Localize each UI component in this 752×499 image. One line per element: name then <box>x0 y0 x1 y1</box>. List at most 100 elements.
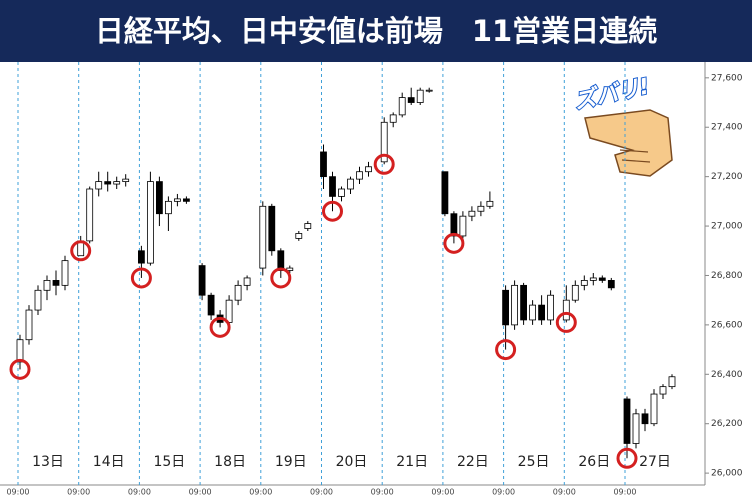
candle-body <box>450 213 458 237</box>
y-tick-label: 27,600 <box>711 73 743 83</box>
candle-body <box>286 267 294 271</box>
low-highlight <box>322 200 343 222</box>
candle-body <box>441 171 449 215</box>
candle-body <box>268 205 276 252</box>
candle-body <box>52 280 60 286</box>
low-highlight <box>130 267 152 289</box>
low-highlight <box>270 267 292 289</box>
candle-body <box>338 188 345 197</box>
candle-body <box>607 280 615 289</box>
low-highlight <box>209 316 231 338</box>
candle-body <box>113 181 121 185</box>
candle-body <box>659 386 667 395</box>
candle-body <box>207 294 215 316</box>
candle-body <box>122 178 130 182</box>
x-tick-label: 09:00 <box>310 488 333 497</box>
x-tick-label: 09:00 <box>249 488 272 497</box>
candle-body <box>155 181 163 215</box>
candle-body <box>16 339 24 363</box>
day-label: 26日 <box>578 454 610 470</box>
candle-body <box>459 215 467 237</box>
candle-body <box>34 289 42 311</box>
candle-body <box>86 188 94 242</box>
candle-body <box>243 277 251 286</box>
candle-body <box>234 284 242 301</box>
candle-body <box>137 250 145 264</box>
candle-body <box>347 178 354 190</box>
candle-body <box>407 97 415 103</box>
day-label: 13日 <box>32 454 64 470</box>
candle-body <box>164 200 172 215</box>
candle-body <box>538 304 545 321</box>
candle-body <box>304 223 312 229</box>
low-highlight <box>373 153 395 175</box>
day-label: 19日 <box>275 454 307 470</box>
day-label: 20日 <box>336 454 368 470</box>
candle-body <box>398 97 406 116</box>
candle-body <box>277 250 285 271</box>
candle-body <box>295 233 303 239</box>
day-label: 27日 <box>639 454 671 470</box>
candle-body <box>61 260 69 286</box>
candle-body <box>632 413 640 444</box>
x-tick-label: 09:00 <box>431 488 454 497</box>
day-label: 22日 <box>457 454 489 470</box>
candle-body <box>668 376 676 388</box>
badge-text: ズバリ! <box>572 73 652 114</box>
y-tick-label: 27,000 <box>711 222 743 232</box>
candle-body <box>529 304 536 321</box>
candle-body <box>520 284 527 321</box>
y-tick-label: 27,400 <box>711 123 743 133</box>
candle-body <box>356 171 363 180</box>
candle-body <box>650 393 658 425</box>
candle-body <box>173 198 181 202</box>
y-tick-label: 26,000 <box>711 469 743 479</box>
low-highlight <box>70 240 92 262</box>
day-label: 15日 <box>153 454 185 470</box>
low-highlight <box>495 339 517 361</box>
candle-body <box>146 181 154 264</box>
x-tick-label: 09:00 <box>67 488 90 497</box>
pointing-hand: ズバリ! <box>571 72 673 177</box>
x-tick-label: 09:00 <box>553 488 576 497</box>
candle-body <box>389 114 397 123</box>
candle-body <box>502 289 510 326</box>
low-highlight <box>616 447 638 469</box>
candle-body <box>365 166 372 173</box>
x-tick-label: 09:00 <box>189 488 212 497</box>
x-tick-label: 09:00 <box>6 488 29 497</box>
candle-body <box>259 205 267 269</box>
chart-title: 日経平均、日中安値は前場 11営業日連続 <box>95 14 657 48</box>
candle-body <box>598 277 606 281</box>
y-tick-label: 26,200 <box>711 419 743 429</box>
candle-body <box>623 398 631 444</box>
candle-body <box>571 284 579 301</box>
low-highlight <box>555 311 577 333</box>
candle-body <box>25 309 33 341</box>
candle-body <box>416 89 424 103</box>
y-tick-label: 26,800 <box>711 271 743 281</box>
candle-body <box>511 284 519 326</box>
day-label: 25日 <box>518 454 550 470</box>
x-tick-label: 09:00 <box>128 488 151 497</box>
candle-body <box>547 294 554 321</box>
low-highlight <box>443 232 465 254</box>
candle-body <box>580 280 588 286</box>
candle-body <box>95 181 103 190</box>
candle-body <box>104 181 112 185</box>
candle-body <box>320 151 327 178</box>
candle-body <box>182 198 190 202</box>
candle-body <box>641 413 649 425</box>
candle-body <box>589 277 597 281</box>
title-banner <box>0 0 752 62</box>
x-tick-label: 09:00 <box>613 488 636 497</box>
candle-body <box>562 299 570 321</box>
x-tick-label: 09:00 <box>492 488 515 497</box>
low-highlight <box>9 358 31 380</box>
day-label: 18日 <box>214 454 246 470</box>
y-tick-label: 26,400 <box>711 370 743 380</box>
y-tick-label: 26,600 <box>711 320 743 330</box>
candle-body <box>425 89 433 92</box>
day-label: 21日 <box>396 454 428 470</box>
